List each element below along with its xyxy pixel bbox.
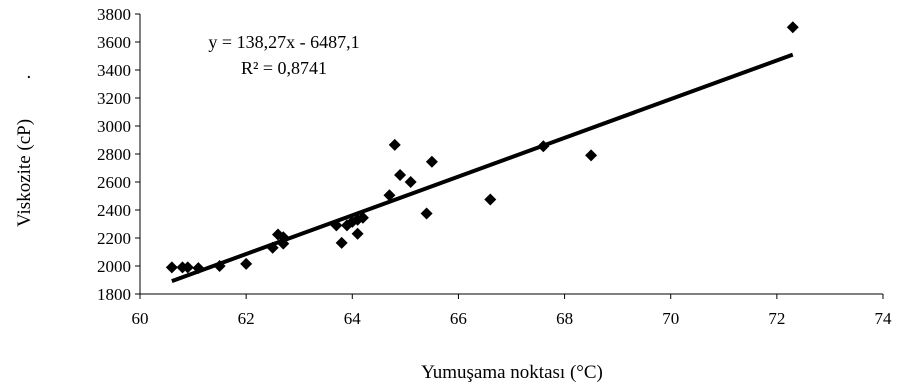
x-tick-label: 62 — [238, 309, 255, 328]
x-tick-label: 72 — [768, 309, 785, 328]
y-tick-label: 3600 — [97, 33, 131, 52]
x-tick-label: 64 — [344, 309, 362, 328]
x-tick-label: 66 — [450, 309, 467, 328]
y-tick-label: 3400 — [97, 61, 131, 80]
data-point — [266, 241, 279, 254]
y-tick-label: 2200 — [97, 229, 131, 248]
data-point — [484, 193, 497, 206]
y-tick-label: 3000 — [97, 117, 131, 136]
data-point — [425, 155, 438, 168]
data-point — [537, 140, 550, 153]
points-layer — [165, 21, 799, 275]
x-axis-title: Yumuşama noktası (°C) — [421, 362, 603, 383]
y-axis-title-suffix: . — [14, 75, 35, 80]
y-tick-label: 3200 — [97, 89, 131, 108]
data-point — [330, 219, 343, 232]
y-tick-label: 3800 — [97, 5, 131, 24]
y-tick-label: 2600 — [97, 173, 131, 192]
data-point — [240, 257, 253, 270]
data-point — [277, 231, 290, 244]
y-axis-title: Viskozite (cP) — [14, 119, 35, 227]
data-point — [388, 138, 401, 151]
data-point — [420, 207, 433, 220]
data-point — [165, 261, 178, 274]
data-point — [404, 176, 417, 188]
y-tick-label: 1800 — [97, 285, 131, 304]
trendline-layer — [171, 52, 794, 283]
data-point — [356, 211, 369, 224]
data-point — [585, 149, 598, 162]
data-point — [394, 169, 407, 181]
trendline-equation: y = 138,27x - 6487,1 — [208, 32, 359, 52]
data-point — [351, 227, 364, 240]
x-tick-label: 60 — [132, 309, 149, 328]
data-point — [383, 189, 396, 202]
data-point — [192, 262, 205, 275]
y-ticks: 1800 2000 2200 2400 2600 2800 3000 3200 3400 3600… — [97, 5, 140, 304]
trendline-r-squared: R² = 0,8741 — [241, 58, 327, 78]
trendline — [171, 52, 794, 283]
x-tick-label: 74 — [875, 309, 893, 328]
x-tick-label: 70 — [662, 309, 679, 328]
y-tick-label: 2400 — [97, 201, 131, 220]
y-tick-label: 2800 — [97, 145, 131, 164]
y-tick-label: 2000 — [97, 257, 131, 276]
x-tick-label: 68 — [556, 309, 573, 328]
data-point — [181, 261, 194, 274]
data-point — [213, 260, 226, 272]
data-point — [335, 236, 348, 249]
x-ticks: 60 62 64 66 68 70 72 74 — [132, 294, 893, 328]
data-point — [786, 21, 799, 34]
data-point — [277, 237, 290, 250]
